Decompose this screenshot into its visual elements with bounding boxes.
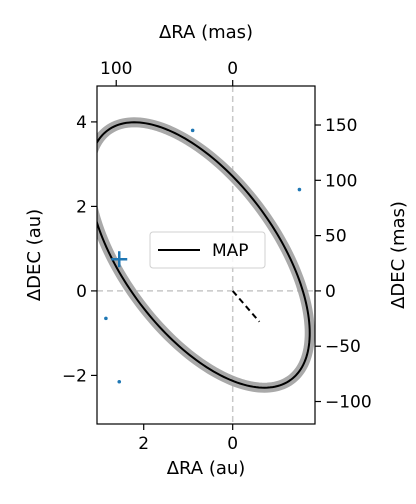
x-tick-label-bottom: 2 [138,434,149,454]
y-tick-label-left: 0 [76,282,87,302]
epoch-point [104,316,108,321]
companion-marker [111,251,128,268]
y-tick-label-right: 50 [325,227,347,247]
y-tick-label-left: −2 [62,366,87,386]
x-axis-label-bottom: ΔRA (au) [167,458,246,479]
legend-label-map: MAP [212,241,249,261]
epoch-point [117,379,122,384]
y-axis-label-left: ΔDEC (au) [24,209,45,301]
y-tick-label-left: 4 [76,113,87,133]
y-tick-label-right: −50 [325,337,361,357]
x-tick-label-top: 100 [100,59,132,79]
epoch-point [297,187,302,192]
x-axis-label-top: ΔRA (mas) [159,22,253,43]
epoch-point [190,128,195,133]
x-tick-label-top: 0 [227,59,238,79]
y-axis-label-right: ΔDEC (mas) [388,201,409,309]
x-tick-label-bottom: 0 [227,434,238,454]
legend-box [149,231,266,269]
map-orbit-line [97,121,311,389]
legend: MAP [149,231,266,269]
y-tick-label-right: 100 [325,171,357,191]
y-tick-label-right: −100 [325,393,372,413]
y-tick-label-right: 150 [325,116,357,136]
y-tick-label-right: 0 [325,282,336,302]
plot-frame [96,85,316,425]
periastron-line [231,290,261,323]
y-tick-label-left: 2 [76,197,87,217]
